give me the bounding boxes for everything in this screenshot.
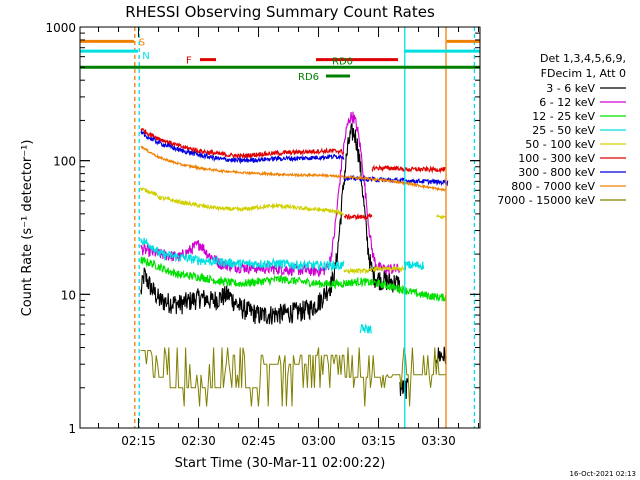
y-axis-label: Count Rate (s⁻¹ detector⁻¹): [20, 140, 35, 317]
legend-header-1: Det 1,3,4,5,6,9,: [540, 52, 626, 65]
series-line-100-300kev-mid: [371, 164, 401, 173]
series-line-300-800kev: [140, 129, 345, 165]
legend-label: 100 - 300 keV: [518, 152, 595, 165]
x-tick-label: 02:15: [121, 434, 156, 448]
series-line-50-100kev-mid2: [371, 265, 405, 273]
plot-frame: [79, 26, 481, 429]
legend-label: 800 - 7000 keV: [511, 180, 595, 193]
flag-label-s: S: [139, 37, 145, 48]
flag-label-n: N: [142, 51, 149, 62]
series-line-25-50kev-late: [403, 261, 425, 271]
legend-label: 25 - 50 keV: [532, 124, 595, 137]
y-tick-label: 100: [53, 155, 76, 169]
series-line-100-300kev-late: [399, 165, 446, 174]
series-line-100-300kev-dip: [343, 212, 373, 221]
chart-title: RHESSI Observing Summary Count Rates: [125, 3, 435, 21]
series-line-25-50kev: [140, 237, 345, 272]
y-tick-label: 1: [68, 422, 76, 436]
legend-label: 3 - 6 keV: [546, 82, 595, 95]
series-line-25-50kev-dip: [359, 323, 373, 334]
flag-label-rd6: RD6: [298, 72, 319, 83]
series-line-50-100kev: [140, 187, 344, 217]
series-line-12-25kev: [140, 256, 447, 303]
legend-label: 7000 - 15000 keV: [497, 194, 595, 207]
series-line-3-6kev-drop: [399, 378, 409, 399]
series-line-3-6kev: [140, 122, 401, 325]
flag-label-f: F: [186, 56, 192, 67]
series-line-50-100kev-late: [436, 213, 446, 220]
x-tick-label: 02:30: [181, 434, 216, 448]
legend-label: 300 - 800 keV: [518, 166, 595, 179]
legend-label: 12 - 25 keV: [532, 110, 595, 123]
x-tick-label: 03:15: [361, 434, 396, 448]
timestamp: 16-Oct-2021 02:13: [570, 470, 636, 478]
x-tick-label: 03:00: [301, 434, 336, 448]
x-tick-label: 02:45: [241, 434, 276, 448]
series-line-100-300kev: [140, 127, 345, 160]
y-tick-label: 1000: [45, 21, 76, 35]
flag-label-rd0: RD0: [332, 57, 353, 68]
legend-label: 6 - 12 keV: [539, 96, 595, 109]
legend-label: 50 - 100 keV: [525, 138, 595, 151]
series-line-800-7000kev: [140, 145, 447, 193]
x-axis-label: Start Time (30-Mar-11 02:00:22): [175, 456, 386, 471]
legend-header-2: FDecim 1, Att 0: [541, 67, 626, 80]
x-tick-label: 03:30: [421, 434, 456, 448]
series-line-6-12kev: [140, 111, 401, 278]
series-line-7000-15000kev: [140, 347, 446, 407]
y-tick-label: 10: [61, 288, 76, 302]
series-line-50-100kev-mid: [343, 267, 373, 275]
